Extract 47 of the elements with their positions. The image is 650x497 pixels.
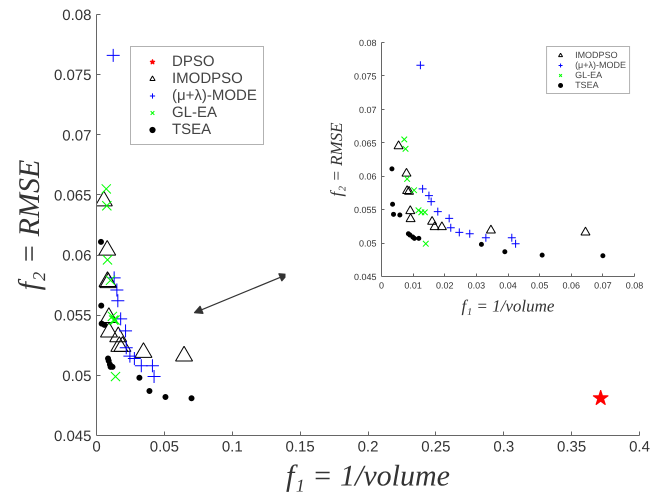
y-axis-title: f₂ = RMSE — [12, 160, 46, 290]
y-tick-label: 0.06 — [62, 248, 92, 265]
y-tick-label: 0.065 — [54, 187, 92, 204]
legend-label: GL-EA — [172, 104, 218, 121]
x-axis-title: f₁ = 1/volume — [462, 296, 555, 316]
y-tick-label: 0.08 — [62, 7, 92, 24]
legend-label: (μ+λ)-MODE — [575, 60, 626, 70]
x-tick-label: 0 — [378, 280, 384, 290]
x-tick-label: 0.25 — [421, 438, 450, 456]
x-tick-label: 0.05 — [150, 438, 179, 456]
y-axis-title: f₂ = RMSE — [326, 122, 346, 197]
legend-label: DPSO — [172, 53, 215, 70]
y-tick-label: 0.05 — [62, 368, 92, 385]
x-tick-label: 0.01 — [404, 280, 422, 290]
legend-label: (μ+λ)-MODE — [172, 87, 257, 104]
y-tick-label: 0.065 — [354, 138, 377, 148]
legend-label: IMODPSO — [575, 50, 618, 60]
x-axis-title: f₁ = 1/volume — [286, 460, 450, 492]
legend-label: TSEA — [172, 121, 212, 138]
y-tick-label: 0.045 — [354, 272, 377, 282]
x-tick-label: 0.3 — [493, 438, 514, 456]
x-tick-label: 0.02 — [436, 280, 454, 290]
x-tick-label: 0.4 — [629, 438, 650, 456]
x-tick-label: 0.15 — [286, 438, 315, 456]
x-tick-label: 0.04 — [499, 280, 517, 290]
x-tick-label: 0.06 — [562, 280, 580, 290]
y-tick-label: 0.055 — [54, 308, 92, 325]
x-tick-label: 0.1 — [222, 438, 243, 456]
x-tick-label: 0.35 — [557, 438, 586, 456]
y-tick-label: 0.045 — [54, 428, 92, 445]
y-tick-label: 0.07 — [62, 127, 92, 144]
x-tick-label: 0.03 — [468, 280, 486, 290]
x-tick-label: 0.05 — [530, 280, 548, 290]
legend-label: TSEA — [575, 80, 599, 90]
x-tick-label: 0.2 — [358, 438, 378, 456]
y-tick-label: 0.075 — [354, 71, 377, 82]
x-tick-label: 0 — [92, 438, 101, 456]
x-tick-label: 0.07 — [594, 280, 612, 290]
y-tick-label: 0.08 — [358, 38, 377, 48]
y-tick-label: 0.06 — [358, 172, 377, 182]
legend-label: IMODPSO — [172, 70, 243, 87]
y-tick-label: 0.075 — [54, 67, 92, 84]
y-tick-label: 0.05 — [358, 238, 377, 249]
legend-label: GL-EA — [575, 70, 602, 80]
y-tick-label: 0.07 — [358, 104, 377, 115]
y-tick-label: 0.055 — [354, 205, 377, 216]
x-tick-label: 0.08 — [626, 280, 644, 290]
